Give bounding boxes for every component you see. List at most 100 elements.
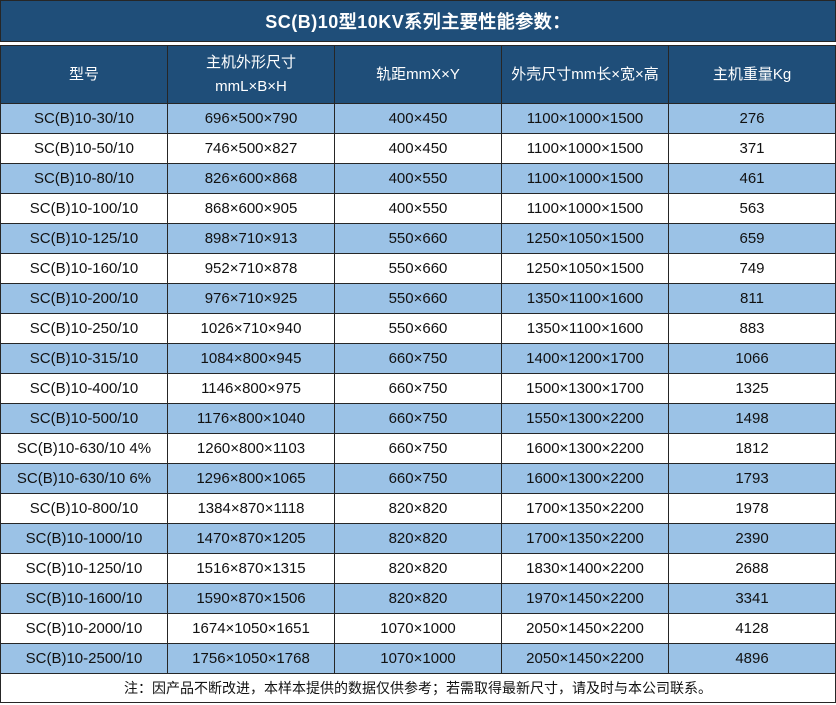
cell-gauge: 820×820	[334, 493, 502, 524]
cell-shell: 1600×1300×2200	[501, 463, 669, 494]
col-header-model: 型号	[0, 45, 168, 104]
cell-shell: 1250×1050×1500	[501, 223, 669, 254]
cell-model: SC(B)10-2500/10	[0, 643, 168, 674]
table-row: SC(B)10-2000/10 1674×1050×1651 1070×1000…	[0, 613, 836, 644]
title-separator	[0, 42, 836, 45]
table-body: SC(B)10-30/10 696×500×790 400×450 1100×1…	[0, 103, 836, 674]
cell-shell: 1600×1300×2200	[501, 433, 669, 464]
cell-dims: 1176×800×1040	[167, 403, 335, 434]
table-row: SC(B)10-1250/10 1516×870×1315 820×820 18…	[0, 553, 836, 584]
table-row: SC(B)10-200/10 976×710×925 550×660 1350×…	[0, 283, 836, 314]
cell-model: SC(B)10-125/10	[0, 223, 168, 254]
cell-weight: 749	[668, 253, 836, 284]
cell-shell: 1350×1100×1600	[501, 283, 669, 314]
cell-gauge: 400×550	[334, 163, 502, 194]
cell-model: SC(B)10-1250/10	[0, 553, 168, 584]
cell-shell: 1100×1000×1500	[501, 133, 669, 164]
page-title: SC(B)10型10KV系列主要性能参数：	[0, 0, 836, 42]
note-row: 注：因产品不断改进，本样本提供的数据仅供参考；若需取得最新尺寸，请及时与本公司联…	[0, 673, 836, 703]
col-header-weight: 主机重量Kg	[668, 45, 836, 104]
cell-gauge: 660×750	[334, 403, 502, 434]
col-header-gauge: 轨距mmX×Y	[334, 45, 502, 104]
cell-dims: 696×500×790	[167, 103, 335, 134]
cell-gauge: 660×750	[334, 343, 502, 374]
table-row: SC(B)10-400/10 1146×800×975 660×750 1500…	[0, 373, 836, 404]
cell-dims: 1146×800×975	[167, 373, 335, 404]
table-row: SC(B)10-50/10 746×500×827 400×450 1100×1…	[0, 133, 836, 164]
note-text: 注：因产品不断改进，本样本提供的数据仅供参考；若需取得最新尺寸，请及时与本公司联…	[0, 673, 836, 703]
cell-gauge: 660×750	[334, 433, 502, 464]
cell-dims: 868×600×905	[167, 193, 335, 224]
table-row: SC(B)10-125/10 898×710×913 550×660 1250×…	[0, 223, 836, 254]
table-row: SC(B)10-160/10 952×710×878 550×660 1250×…	[0, 253, 836, 284]
cell-model: SC(B)10-80/10	[0, 163, 168, 194]
spec-table: 型号 主机外形尺寸 mmL×B×H 轨距mmX×Y 外壳尺寸mm长×宽×高 主机…	[0, 45, 836, 703]
cell-dims: 952×710×878	[167, 253, 335, 284]
cell-weight: 1325	[668, 373, 836, 404]
table-row: SC(B)10-2500/10 1756×1050×1768 1070×1000…	[0, 643, 836, 674]
cell-gauge: 820×820	[334, 583, 502, 614]
cell-dims: 1260×800×1103	[167, 433, 335, 464]
cell-model: SC(B)10-2000/10	[0, 613, 168, 644]
cell-weight: 659	[668, 223, 836, 254]
cell-dims: 1674×1050×1651	[167, 613, 335, 644]
col-header-shell: 外壳尺寸mm长×宽×高	[501, 45, 669, 104]
cell-weight: 811	[668, 283, 836, 314]
cell-weight: 4128	[668, 613, 836, 644]
cell-shell: 1400×1200×1700	[501, 343, 669, 374]
cell-dims: 1296×800×1065	[167, 463, 335, 494]
cell-shell: 1350×1100×1600	[501, 313, 669, 344]
cell-weight: 371	[668, 133, 836, 164]
cell-weight: 4896	[668, 643, 836, 674]
cell-weight: 1498	[668, 403, 836, 434]
cell-dims: 1384×870×1118	[167, 493, 335, 524]
table-row: SC(B)10-100/10 868×600×905 400×550 1100×…	[0, 193, 836, 224]
cell-weight: 1978	[668, 493, 836, 524]
cell-gauge: 550×660	[334, 283, 502, 314]
cell-gauge: 820×820	[334, 523, 502, 554]
cell-shell: 1970×1450×2200	[501, 583, 669, 614]
cell-dims: 976×710×925	[167, 283, 335, 314]
cell-dims: 1516×870×1315	[167, 553, 335, 584]
cell-dims: 746×500×827	[167, 133, 335, 164]
cell-model: SC(B)10-630/10 4%	[0, 433, 168, 464]
table-row: SC(B)10-250/10 1026×710×940 550×660 1350…	[0, 313, 836, 344]
cell-dims: 826×600×868	[167, 163, 335, 194]
cell-gauge: 400×450	[334, 103, 502, 134]
cell-weight: 883	[668, 313, 836, 344]
cell-shell: 2050×1450×2200	[501, 613, 669, 644]
table-row: SC(B)10-630/10 4% 1260×800×1103 660×750 …	[0, 433, 836, 464]
cell-gauge: 400×450	[334, 133, 502, 164]
cell-gauge: 820×820	[334, 553, 502, 584]
cell-model: SC(B)10-400/10	[0, 373, 168, 404]
cell-model: SC(B)10-160/10	[0, 253, 168, 284]
cell-model: SC(B)10-50/10	[0, 133, 168, 164]
cell-shell: 1100×1000×1500	[501, 193, 669, 224]
table-row: SC(B)10-80/10 826×600×868 400×550 1100×1…	[0, 163, 836, 194]
cell-model: SC(B)10-630/10 6%	[0, 463, 168, 494]
table-row: SC(B)10-630/10 6% 1296×800×1065 660×750 …	[0, 463, 836, 494]
cell-model: SC(B)10-315/10	[0, 343, 168, 374]
cell-weight: 2688	[668, 553, 836, 584]
table-row: SC(B)10-1600/10 1590×870×1506 820×820 19…	[0, 583, 836, 614]
cell-gauge: 660×750	[334, 463, 502, 494]
cell-shell: 1100×1000×1500	[501, 103, 669, 134]
cell-gauge: 550×660	[334, 223, 502, 254]
cell-shell: 1700×1350×2200	[501, 523, 669, 554]
cell-shell: 2050×1450×2200	[501, 643, 669, 674]
cell-weight: 461	[668, 163, 836, 194]
col-header-dims: 主机外形尺寸 mmL×B×H	[167, 45, 335, 104]
cell-weight: 3341	[668, 583, 836, 614]
cell-gauge: 1070×1000	[334, 643, 502, 674]
cell-model: SC(B)10-100/10	[0, 193, 168, 224]
cell-dims: 1756×1050×1768	[167, 643, 335, 674]
cell-model: SC(B)10-250/10	[0, 313, 168, 344]
table-row: SC(B)10-1000/10 1470×870×1205 820×820 17…	[0, 523, 836, 554]
cell-shell: 1700×1350×2200	[501, 493, 669, 524]
cell-weight: 563	[668, 193, 836, 224]
cell-gauge: 660×750	[334, 373, 502, 404]
cell-gauge: 400×550	[334, 193, 502, 224]
cell-shell: 1250×1050×1500	[501, 253, 669, 284]
cell-model: SC(B)10-1600/10	[0, 583, 168, 614]
